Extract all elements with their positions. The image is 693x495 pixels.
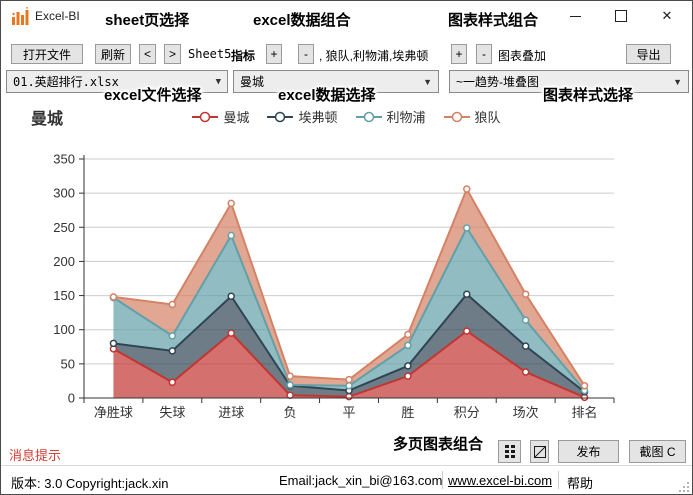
legend-line-marker-icon <box>443 111 470 122</box>
close-icon: ✕ <box>661 8 673 23</box>
svg-text:200: 200 <box>53 254 75 269</box>
status-bar: 版本: 3.0 Copyright:jack.xin Email:jack_xi… <box>1 465 692 494</box>
annotation-chart-style-combo: 图表样式组合 <box>448 12 539 29</box>
sheet-name-label: Sheet5 <box>188 47 232 61</box>
chart-style-select[interactable]: ~一趋势-堆叠图 ▼ <box>449 70 689 93</box>
svg-text:积分: 积分 <box>454 405 480 420</box>
svg-text:300: 300 <box>53 186 75 201</box>
message-hint-text: 消息提示 <box>9 448 62 463</box>
chart-style-value: ~一趋势-堆叠图 <box>456 75 540 89</box>
indicator-add-button[interactable]: + <box>266 44 282 64</box>
chart-legend: 曼城 埃弗顿 利物浦 狼队 <box>1 107 692 126</box>
multi-page-grid-button[interactable] <box>498 440 521 463</box>
indicator-label: 指标 <box>231 49 256 63</box>
svg-text:排名: 排名 <box>572 405 598 420</box>
annotation-multi-page-combo: 多页图表组合 <box>393 436 484 453</box>
slashed-square-icon <box>533 445 546 458</box>
legend-label: 埃弗顿 <box>298 110 338 125</box>
chevron-down-icon: ▼ <box>423 76 432 87</box>
svg-text:100: 100 <box>53 322 75 337</box>
statusbar-separator <box>558 471 559 489</box>
legend-item-利物浦[interactable]: 利物浦 <box>355 107 426 126</box>
legend-item-埃弗顿[interactable]: 埃弗顿 <box>267 107 338 126</box>
annotation-excel-file-select: excel文件选择 <box>104 87 202 104</box>
svg-text:胜: 胜 <box>401 405 414 420</box>
resize-grip[interactable] <box>679 482 689 492</box>
refresh-button[interactable]: 刷新 <box>95 44 131 64</box>
minimize-button[interactable] <box>552 1 598 31</box>
chevron-down-icon: ▼ <box>215 76 221 87</box>
title-bar: Excel-BI ✕ <box>1 1 692 31</box>
prev-sheet-button[interactable]: < <box>139 44 156 64</box>
svg-text:净胜球: 净胜球 <box>94 405 133 420</box>
legend-line-marker-icon <box>192 111 219 122</box>
legend-item-狼队[interactable]: 狼队 <box>443 107 501 126</box>
help-link[interactable]: 帮助 <box>567 476 594 491</box>
app-logo-icon <box>12 7 29 25</box>
maximize-button[interactable] <box>598 1 644 31</box>
overlay-add-button[interactable]: + <box>451 44 467 64</box>
legend-label: 利物浦 <box>386 110 426 125</box>
minimize-icon <box>569 15 581 17</box>
svg-text:进球: 进球 <box>218 405 244 420</box>
chart-title: 曼城 <box>31 111 64 128</box>
excel-file-value: 01.英超排行.xlsx <box>13 75 119 89</box>
annotation-sheet-select: sheet页选择 <box>105 12 190 29</box>
svg-text:50: 50 <box>61 356 75 371</box>
window-title: Excel-BI <box>35 9 80 23</box>
grid-icon <box>504 445 515 458</box>
next-sheet-button[interactable]: > <box>164 44 181 64</box>
maximize-icon <box>615 10 627 22</box>
clear-layout-button[interactable] <box>530 440 549 463</box>
legend-label: 曼城 <box>223 110 250 125</box>
open-file-button[interactable]: 打开文件 <box>11 44 83 64</box>
svg-text:失球: 失球 <box>159 405 185 420</box>
svg-text:平: 平 <box>342 405 355 420</box>
svg-text:250: 250 <box>53 220 75 235</box>
svg-text:场次: 场次 <box>513 405 539 420</box>
close-button[interactable]: ✕ <box>644 1 690 31</box>
svg-text:350: 350 <box>53 152 75 167</box>
legend-label: 狼队 <box>474 110 501 125</box>
svg-text:负: 负 <box>284 405 297 420</box>
indicator-remove-button[interactable]: - <box>298 44 314 64</box>
overlay-remove-button[interactable]: - <box>476 44 492 64</box>
chart-overlay-label: 图表叠加 <box>498 49 547 63</box>
version-copyright-text: 版本: 3.0 Copyright:jack.xin <box>11 476 169 491</box>
stacked-area-chart: 0 50 100 150 200 250 300 350 净胜球 失球 进球 负 平 胜 积分 场次 排名 <box>53 152 615 420</box>
statusbar-separator <box>442 471 443 489</box>
excel-data-value: 曼城 <box>240 75 265 89</box>
legend-line-marker-icon <box>267 111 294 122</box>
screenshot-button[interactable]: 截图 C <box>629 440 686 463</box>
excel-data-select[interactable]: 曼城 ▼ <box>233 70 439 93</box>
annotation-excel-data-combo: excel数据组合 <box>253 12 351 29</box>
chevron-down-icon: ▼ <box>673 76 682 87</box>
export-button[interactable]: 导出 <box>626 44 671 64</box>
website-link[interactable]: www.excel-bi.com <box>448 473 553 488</box>
svg-text:0: 0 <box>68 391 75 406</box>
annotation-excel-data-select: excel数据选择 <box>278 87 376 104</box>
email-text: Email:jack_xin_bi@163.com <box>279 473 443 488</box>
series-list-text: , 狼队,利物浦,埃弗顿 <box>319 49 429 63</box>
annotation-chart-style-select: 图表样式选择 <box>543 87 634 104</box>
publish-button[interactable]: 发布 <box>558 440 619 463</box>
legend-item-曼城[interactable]: 曼城 <box>192 107 249 126</box>
legend-line-marker-icon <box>355 111 382 122</box>
svg-text:150: 150 <box>53 288 75 303</box>
excel-file-select[interactable]: 01.英超排行.xlsx ▼ <box>6 70 228 93</box>
